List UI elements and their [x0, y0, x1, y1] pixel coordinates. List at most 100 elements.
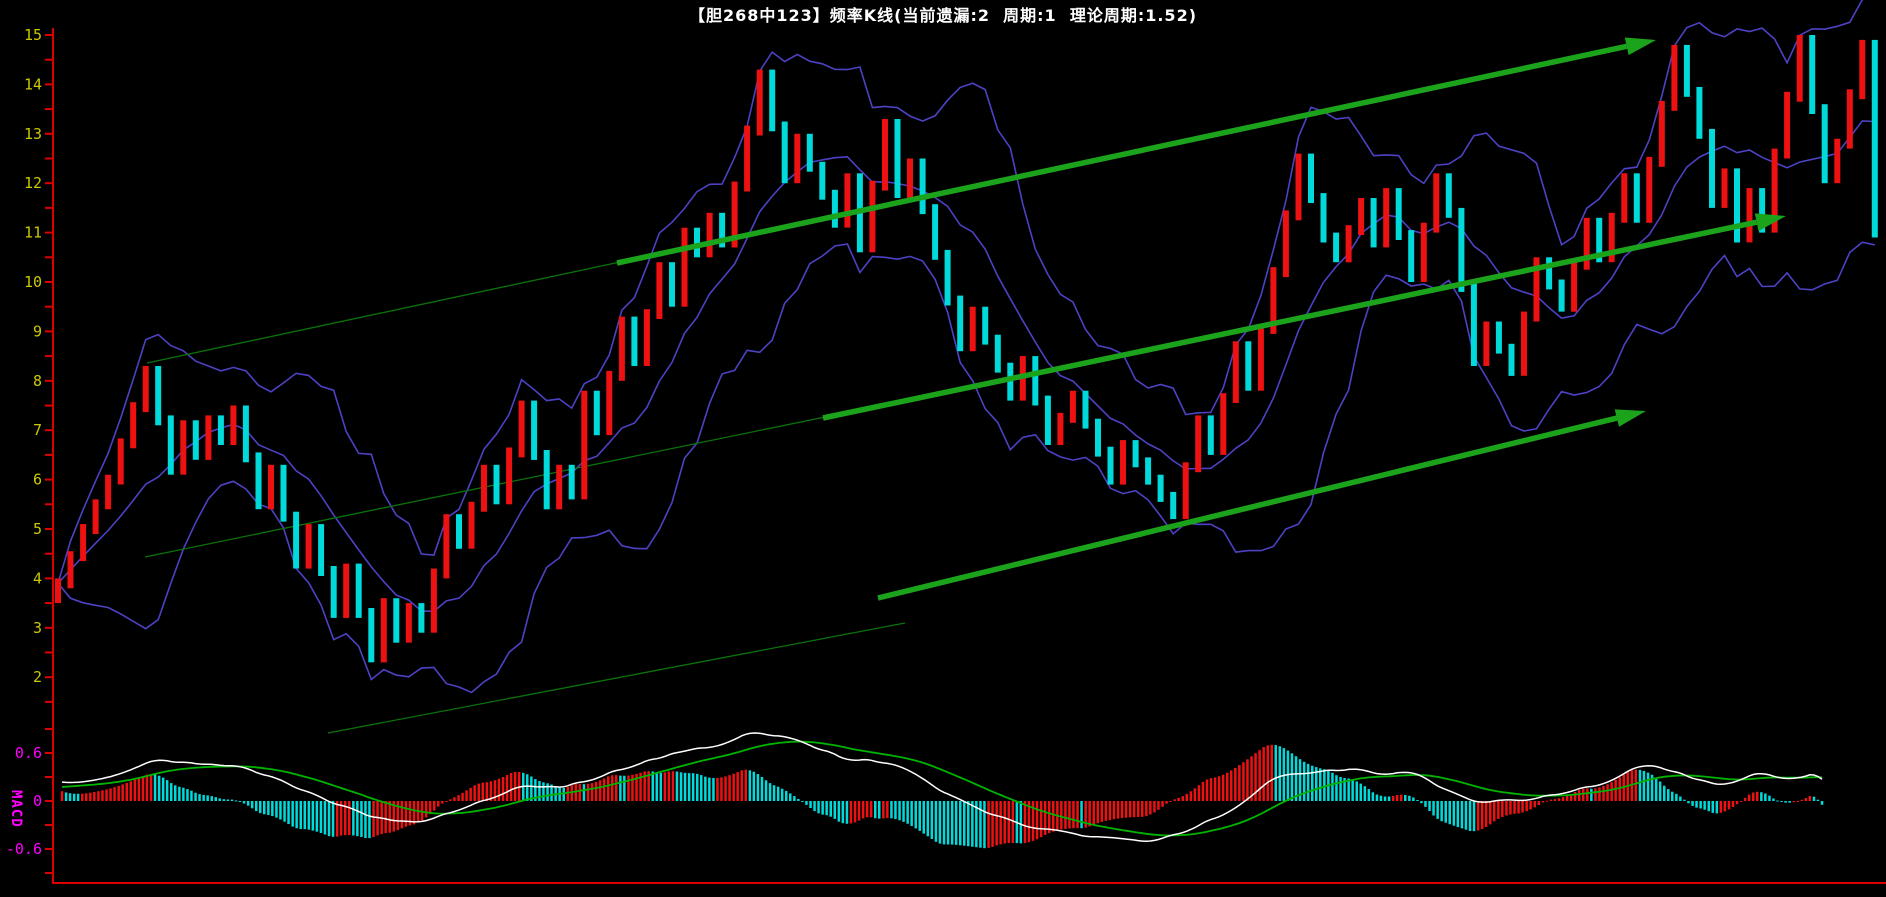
macd-hist-bar — [542, 782, 545, 801]
macd-hist-bar — [1092, 801, 1095, 825]
trend-arrow-head — [1754, 213, 1786, 231]
macd-hist-bar — [1816, 799, 1820, 801]
macd-hist-bar — [60, 791, 64, 801]
candle-up — [606, 370, 613, 436]
macd-hist-bar — [833, 801, 836, 819]
macd-hist-bar — [513, 772, 517, 801]
macd-hist-bar — [1185, 793, 1188, 801]
macd-hist-bar — [509, 773, 513, 801]
macd-hist-bar — [1355, 781, 1358, 801]
macd-hist-bar — [631, 774, 634, 801]
macd-hist-bar — [372, 801, 375, 838]
candle-down — [1809, 35, 1816, 114]
bollinger-bands — [57, 0, 1875, 694]
axis — [45, 28, 1886, 884]
macd-hist-bar — [1035, 801, 1039, 840]
macd-hist-bar — [683, 772, 687, 801]
macd-hist-bar — [886, 801, 889, 819]
macd-hist-bar — [141, 776, 145, 801]
macd-hist-bar — [1205, 779, 1209, 801]
macd-hist-bar — [1039, 801, 1043, 838]
macd-hist-bar — [1764, 793, 1767, 801]
macd-hist-bar — [760, 776, 764, 801]
macd-hist-bar — [400, 801, 404, 829]
macd-hist-bar — [700, 775, 703, 801]
macd-hist-bar — [1756, 791, 1759, 801]
macd-hist-bar — [1080, 801, 1083, 829]
candle-up — [1533, 257, 1540, 322]
macd-hist-bar — [1533, 801, 1536, 808]
macd-hist-bar — [1132, 801, 1136, 818]
macd-hist-bar — [1444, 801, 1447, 823]
macd-hist-bar — [967, 801, 970, 847]
macd-hist-bar — [218, 798, 221, 801]
macd-hist-bar — [1258, 750, 1261, 801]
macd-hist-bar — [214, 797, 217, 801]
macd-hist-bar — [1541, 801, 1545, 803]
macd-hist-bar — [335, 801, 339, 837]
macd-hist-bar — [874, 801, 877, 819]
candle-up — [1282, 210, 1289, 278]
macd-hist-bar — [1549, 799, 1553, 801]
macd-hist-bar — [918, 801, 921, 831]
macd-hist-bar — [772, 785, 776, 801]
trend-arrows — [616, 37, 1786, 601]
macd-hist-bar — [1456, 801, 1460, 828]
trend-line-thin — [146, 261, 621, 364]
macd-hist-bar — [1323, 769, 1326, 801]
macd-hist-bar — [485, 782, 489, 801]
macd-hist-bar — [950, 801, 954, 845]
macd-lines — [61, 732, 1823, 843]
macd-hist-bar — [825, 801, 828, 816]
price-axis-label: 9 — [33, 322, 42, 340]
macd-hist-bar — [865, 801, 869, 818]
macd-hist-bar — [489, 781, 493, 801]
macd-hist-bar — [81, 793, 84, 801]
macd-hist-bar — [493, 780, 497, 801]
macd-hist-bar — [1800, 799, 1803, 801]
macd-hist-bar — [1416, 800, 1419, 801]
macd-hist-bar — [724, 776, 727, 801]
macd-hist-bar — [238, 801, 242, 802]
macd-hist-bar — [1509, 801, 1512, 815]
macd-hist-bar — [627, 775, 630, 801]
price-axis-label: 11 — [24, 224, 42, 242]
macd-hist-bar — [752, 771, 756, 801]
macd-hist-bar — [1343, 778, 1346, 801]
macd-hist-bar — [1351, 779, 1354, 801]
macd-hist-bar — [368, 801, 371, 839]
macd-hist-bar — [283, 801, 286, 822]
macd-hist-bar — [1489, 801, 1492, 825]
macd-hist-bar — [1052, 801, 1055, 832]
candle-up — [794, 133, 801, 184]
candle-down — [1333, 232, 1340, 263]
macd-hist-bar — [878, 801, 881, 819]
macd-hist-bar — [619, 775, 622, 801]
candle-down — [982, 306, 989, 345]
candle-up — [681, 227, 688, 307]
candle-up — [969, 306, 976, 352]
candle-up — [305, 524, 312, 569]
macd-hist-bar — [1165, 801, 1168, 804]
macd-hist-bar — [291, 801, 294, 827]
macd-hist-bar — [174, 785, 177, 801]
macd-hist-bar — [1031, 801, 1035, 841]
macd-hist-bar — [1808, 796, 1812, 801]
macd-hist-bar — [441, 801, 444, 804]
candle-up — [481, 464, 487, 512]
macd-hist-bar — [801, 801, 804, 802]
macd-hist-bar — [1679, 796, 1682, 801]
macd-hist-bar — [1497, 801, 1500, 819]
macd-histogram — [60, 744, 1824, 849]
macd-hist-bar — [1707, 801, 1710, 812]
price-axis-label: 13 — [24, 125, 42, 143]
macd-hist-bar — [356, 801, 359, 837]
candle-up — [380, 598, 387, 663]
macd-hist-bar — [817, 801, 820, 814]
macd-hist-bar — [97, 791, 100, 801]
macd-hist-bar — [1359, 783, 1362, 801]
macd-hist-bar — [971, 801, 974, 847]
candle-down — [1596, 217, 1603, 263]
macd-hist-bar — [651, 771, 654, 801]
